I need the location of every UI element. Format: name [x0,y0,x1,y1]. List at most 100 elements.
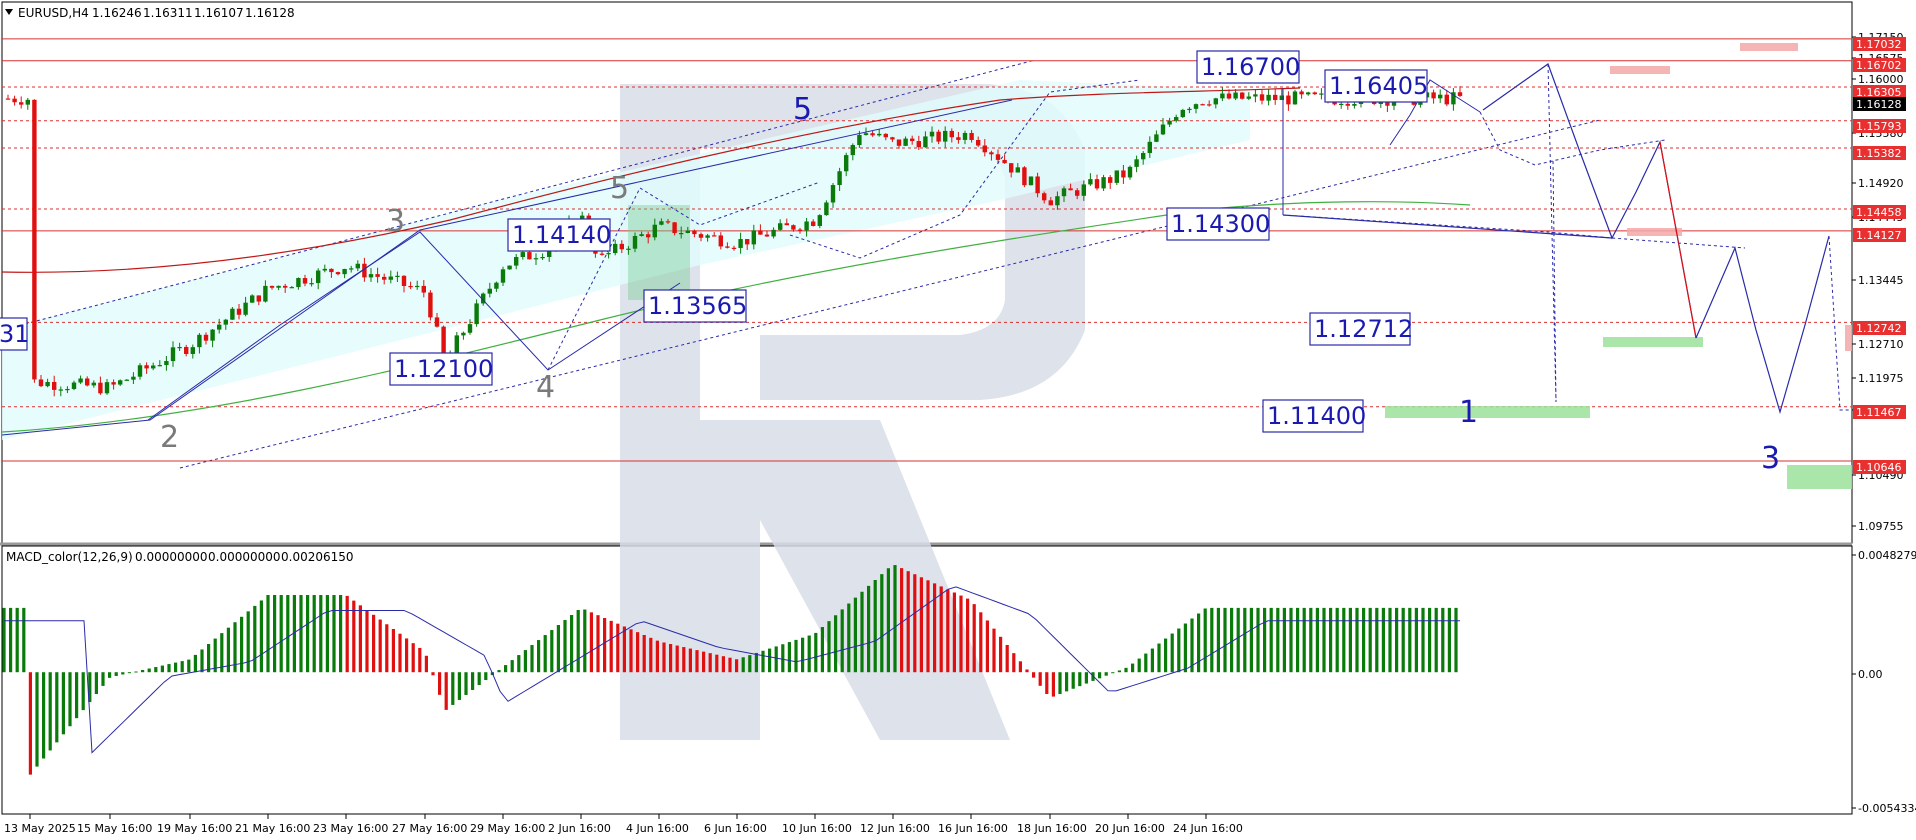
candle-body [408,285,413,288]
candle-body [751,230,756,245]
level-price-tag-text: 1.10646 [1856,461,1902,474]
current-price-tag-text: 1.16128 [1856,98,1902,111]
candle-body [606,253,611,255]
candle-body [355,263,360,269]
macd-bar [1296,607,1300,673]
macd-bar [1236,607,1240,673]
macd-bar [1249,607,1253,673]
wave-label: 3 [1761,441,1780,476]
macd-bar [312,595,316,673]
macd-bar [959,595,963,673]
candle-body [791,225,796,230]
macd-bar [570,615,574,673]
candle-body [1233,92,1238,99]
macd-bar [1395,607,1399,673]
candle-body [111,382,116,385]
macd-bar [1216,607,1220,673]
macd-bar [1058,672,1062,694]
candle-body [349,268,354,270]
open-value: 1.16246 [92,6,142,20]
macd-bar [543,635,547,673]
macd-bar [1098,672,1102,679]
macd-bar [702,651,706,673]
candle-body [421,285,426,293]
macd-bar [708,653,712,673]
price-label-box [1262,399,1364,433]
price-tick-label: 1.16000 [1858,73,1904,86]
macd-bar [266,595,270,673]
date-label: 18 Jun 16:00 [1017,822,1087,835]
macd-bar [1124,667,1128,673]
macd-bar [365,610,369,673]
candle-body [1167,120,1172,125]
macd-bar [464,672,468,695]
macd-bar [985,620,989,673]
macd-bar [42,672,46,759]
candle-body [1279,95,1284,101]
candle-body [1180,109,1185,118]
target-zone [1385,406,1590,418]
level-price-tag [1853,119,1906,133]
candle-body [104,382,110,394]
macd-bar [253,605,257,673]
macd-bar [576,610,580,673]
candle-body [71,382,77,389]
candle-body [58,389,63,391]
macd-bar [1375,607,1379,673]
date-label: 21 May 16:00 [235,822,310,835]
candle-body [903,138,908,146]
level-price-tag-text: 1.15382 [1856,147,1902,160]
macd-bar [240,616,244,673]
macd-bar [754,652,758,673]
high-value: 1.16311 [143,6,193,20]
candle-body [1187,108,1192,111]
macd-bar [1335,607,1339,673]
macd-bar [603,618,607,673]
macd-bar [9,607,13,673]
macd-bar [61,672,65,735]
candle-body [1068,188,1073,191]
candle-body [1147,141,1152,153]
candle-body [25,99,30,105]
level-price-tag-text: 1.16702 [1856,59,1902,72]
candle-body [5,98,11,100]
candle-body [1160,124,1166,135]
candle-body [203,334,209,341]
macd-bar [114,672,118,676]
candle-body [190,347,195,354]
forecast-line [1695,235,1830,415]
macd-bar [682,647,686,673]
candle-body [467,324,473,333]
price-label-box [643,289,747,323]
candle-body [1253,94,1258,97]
macd-bar [273,595,277,673]
candle-body [890,137,895,140]
candle-body [837,171,842,186]
macd-bar [200,649,204,673]
candle-body [1174,117,1179,121]
candle-body [1226,93,1232,99]
macd-bar [180,661,184,673]
macd-bar [873,580,877,673]
macd-bar [15,607,19,673]
macd-bar [530,645,534,673]
macd-bar [1012,653,1016,673]
date-label: 12 Jun 16:00 [860,822,930,835]
macd-bar [1434,607,1438,673]
macd-bar [246,611,250,673]
candle-body [454,335,459,353]
macd-bar [1401,607,1405,673]
macd-bar [1230,607,1234,673]
wave-label: 1 [1459,395,1478,430]
level-price-tag-text: 1.15793 [1856,120,1902,133]
resistance-zone [1610,66,1670,74]
macd-bar [1032,672,1036,678]
candle-body [956,137,961,140]
macd-bar [22,607,26,673]
forecast-dotted [1282,214,1746,249]
candle-body [659,221,664,225]
forecast-dotted [1547,63,1557,403]
macd-bar [814,632,818,673]
candle-body [1286,95,1291,105]
collapse-triangle-icon[interactable] [5,9,13,15]
